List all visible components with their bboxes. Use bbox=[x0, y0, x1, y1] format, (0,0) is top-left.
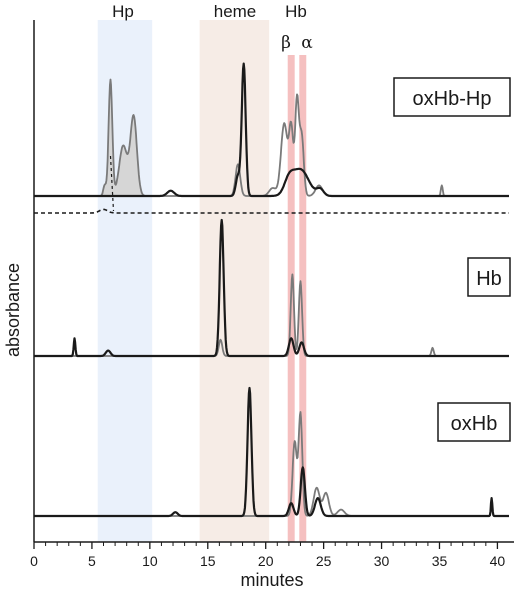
x-tick-label: 30 bbox=[374, 553, 390, 569]
region-label-hp: Hp bbox=[112, 2, 134, 21]
region-label-heme: heme bbox=[214, 2, 257, 21]
x-axis-title: minutes bbox=[240, 570, 303, 590]
alpha-chain-label: α bbox=[301, 33, 313, 53]
panel-label-oxhb-hp: oxHb-Hp bbox=[413, 88, 492, 110]
x-tick-label: 20 bbox=[258, 553, 274, 569]
x-tick-label: 10 bbox=[142, 553, 158, 569]
x-tick-label: 15 bbox=[200, 553, 216, 569]
axes: 0 5 10 15 20 25 30 35 40 minutes absorbance bbox=[3, 20, 514, 590]
dark-trace-oxhb bbox=[33, 386, 510, 518]
x-ticks: 0 5 10 15 20 25 30 35 40 bbox=[30, 542, 505, 569]
beta-chain-label: β bbox=[281, 33, 291, 53]
region-label-hb: Hb bbox=[285, 2, 307, 21]
x-tick-label: 5 bbox=[88, 553, 96, 569]
chromatogram-traces bbox=[33, 62, 510, 518]
dark-trace-oxhb-hp bbox=[33, 62, 510, 198]
x-tick-label: 40 bbox=[490, 553, 506, 569]
dark-trace-hb bbox=[33, 218, 510, 358]
panel-label-box-oxhb-hp bbox=[393, 77, 511, 117]
panel-label-box-hb bbox=[467, 257, 511, 297]
retention-bands bbox=[97, 20, 307, 542]
band-hb-alpha bbox=[299, 55, 307, 542]
panel-label-hb: Hb bbox=[476, 268, 502, 290]
x-tick-label: 0 bbox=[30, 553, 38, 569]
x-tick-label: 35 bbox=[432, 553, 448, 569]
region-labels: Hp heme Hb β α bbox=[112, 2, 313, 53]
panel-labels: oxHb-Hp Hb oxHb bbox=[393, 77, 511, 442]
band-hp bbox=[97, 20, 153, 542]
band-heme bbox=[199, 20, 270, 542]
panel-label-box-oxhb bbox=[437, 402, 511, 442]
x-tick-label: 25 bbox=[316, 553, 332, 569]
panel-label-oxhb: oxHb bbox=[451, 413, 498, 435]
dashed-trace-oxhb-hp bbox=[34, 208, 509, 214]
y-axis-title: absorbance bbox=[3, 263, 23, 357]
